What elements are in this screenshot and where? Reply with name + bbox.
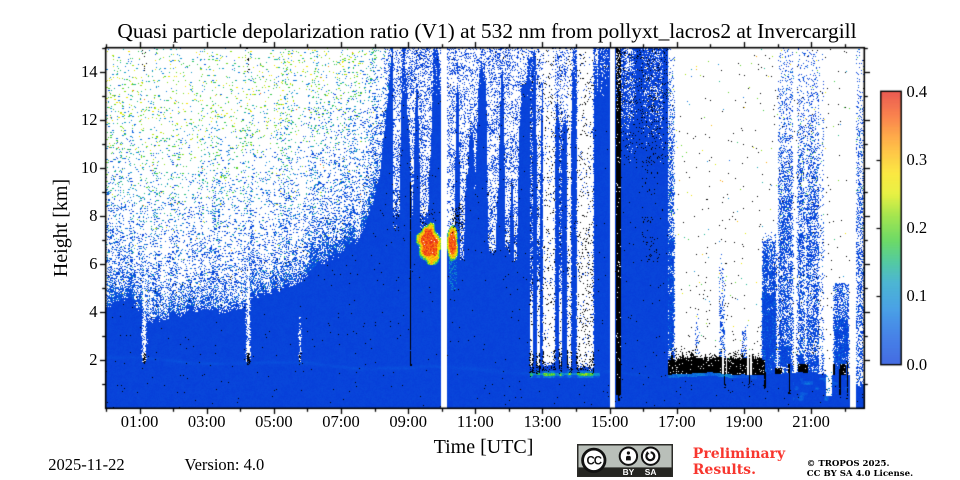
cc-by-sa-badge: CC BY SA <box>576 443 673 480</box>
y-tick-label: 12 <box>81 109 98 129</box>
y-tick-label: 4 <box>89 301 98 321</box>
y-axis-label: Height [km] <box>50 178 72 278</box>
x-axis-label: Time [UTC] <box>433 436 534 458</box>
license-line2: CC BY SA 4.0 License. <box>806 469 914 480</box>
x-tick-label: 09:00 <box>389 411 427 431</box>
colorbar-tick-label: 0.0 <box>906 354 928 374</box>
colorbar-tick-label: 0.3 <box>906 149 928 169</box>
colorbar-tick-label: 0.1 <box>906 286 928 305</box>
svg-text:CC: CC <box>586 455 601 467</box>
x-tick-label: 07:00 <box>322 411 360 431</box>
y-tick-label: 6 <box>89 253 98 273</box>
x-tick-label: 01:00 <box>120 411 159 431</box>
footer-date: 2025-11-22 <box>48 454 125 474</box>
y-tick-label: 14 <box>81 61 98 81</box>
license-line1: © TROPOS 2025. <box>806 458 890 469</box>
footer-version: Version: 4.0 <box>184 454 265 474</box>
plot-title: Quasi particle depolarization ratio (V1)… <box>117 19 857 44</box>
svg-text:BY: BY <box>622 467 634 477</box>
cc-by-sa-badge-icon: CC BY SA <box>576 443 673 477</box>
svg-text:SA: SA <box>644 467 656 477</box>
x-tick-label: 03:00 <box>187 411 226 431</box>
x-tick-label: 15:00 <box>590 411 629 431</box>
x-tick-label: 05:00 <box>255 411 293 431</box>
colorbar-tick-label: 0.2 <box>906 217 928 237</box>
preliminary-results-note: Preliminary Results. <box>693 446 785 478</box>
x-tick-label: 19:00 <box>725 411 763 431</box>
x-tick-label: 17:00 <box>657 411 696 431</box>
y-tick-label: 2 <box>89 349 98 369</box>
license-note: © TROPOS 2025. CC BY SA 4.0 License. <box>807 459 913 480</box>
y-tick-label: 8 <box>89 205 98 225</box>
x-tick-label: 13:00 <box>523 411 562 431</box>
preliminary-line1: Preliminary <box>692 446 786 463</box>
x-tick-label: 21:00 <box>792 411 830 431</box>
colorbar-tick-label: 0.4 <box>906 81 928 101</box>
y-tick-label: 10 <box>81 157 98 177</box>
preliminary-line2: Results. <box>692 462 756 479</box>
x-tick-label: 11:00 <box>456 411 494 431</box>
